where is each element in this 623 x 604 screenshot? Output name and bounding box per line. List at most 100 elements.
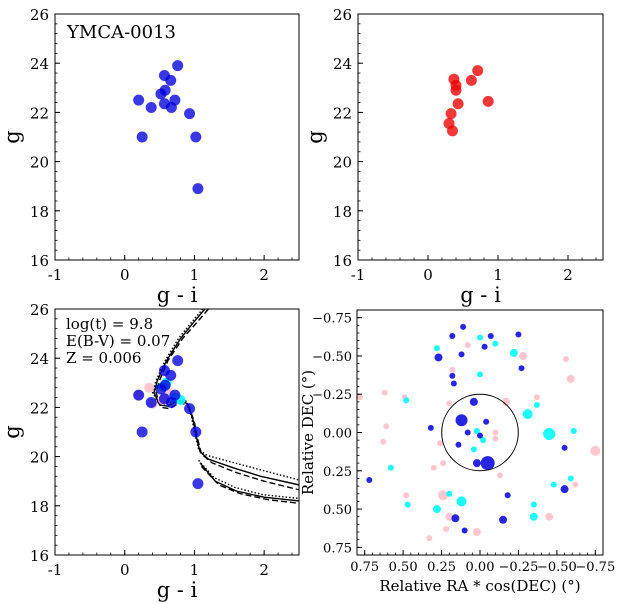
blue-sky-point	[560, 485, 569, 494]
blue-sky-point	[477, 432, 483, 439]
pink-sky-point	[502, 397, 511, 406]
sky-plot-area	[357, 323, 601, 542]
pink-sky-point	[445, 512, 454, 521]
y-tick-label: 16	[30, 252, 49, 270]
blue-star-point	[145, 396, 157, 408]
y-axis-label: g	[0, 425, 24, 438]
blue-star-point	[190, 131, 202, 143]
blue-star-point	[192, 478, 204, 490]
pink-sky-point	[492, 435, 499, 442]
pink-star-point	[144, 382, 155, 393]
pink-sky-point	[383, 423, 390, 430]
blue-sky-point	[449, 372, 456, 379]
cyan-sky-point	[432, 505, 441, 514]
cyan-sky-point	[433, 345, 440, 352]
pink-sky-point	[545, 512, 554, 521]
blue-star-point	[184, 108, 196, 120]
pink-sky-point	[403, 492, 410, 499]
cyan-sky-point	[550, 481, 557, 488]
blue-sky-point	[455, 414, 468, 427]
cyan-sky-point	[570, 427, 577, 434]
blue-sky-point	[561, 444, 568, 451]
blue-star-point	[169, 94, 181, 106]
pink-sky-point	[492, 429, 499, 436]
cyan-sky-point	[567, 475, 574, 482]
blue-sky-point	[451, 514, 460, 523]
cyan-sky-point	[522, 409, 533, 420]
blue-sky-point	[515, 331, 522, 338]
cyan-sky-point	[403, 397, 410, 404]
y-tick-label: 24	[30, 350, 49, 368]
pink-sky-point	[443, 525, 450, 532]
blue-star-point	[159, 84, 171, 96]
cyan-sky-point	[456, 496, 467, 507]
blue-sky-point	[481, 343, 488, 350]
cmd_blue-plot-area	[133, 60, 204, 195]
pink-sky-point	[572, 481, 579, 488]
blue-star-point	[136, 426, 148, 438]
blue-star-point	[136, 131, 148, 143]
cmd_iso-axes: 16 18 20 22 24 26 -1 0 1 2 g - i g log(t) = 9.8E(B-V…	[0, 301, 300, 602]
y-tick-label: 24	[333, 55, 352, 73]
pink-sky-point	[440, 460, 447, 467]
blue-star-point	[159, 379, 171, 391]
pink-sky-point	[566, 374, 575, 383]
pink-sky-point	[446, 400, 453, 407]
pink-sky-point	[496, 472, 503, 479]
blue-star-point	[145, 101, 157, 113]
red-star-point	[472, 65, 484, 77]
pink-sky-point	[381, 389, 388, 396]
cyan-sky-point	[473, 427, 480, 434]
pink-sky-point	[590, 445, 601, 456]
blue-sky-point	[461, 527, 468, 534]
y-axis-label: Relative DEC (°)	[299, 370, 317, 495]
plot-frame	[54, 308, 300, 556]
blue-sky-point	[464, 429, 471, 436]
cyan-sky-point	[480, 437, 487, 444]
y-tick-label: 22	[30, 104, 49, 122]
blue-star-point	[133, 94, 145, 106]
y-tick-label: 16	[333, 252, 352, 270]
isochrone-parameter-label: E(B-V) = 0.07	[66, 332, 170, 350]
plot-frame	[356, 309, 604, 556]
sky-axes: −0.75−0.50−0.250.000.250.500.750.75 0.50 0…	[299, 309, 615, 595]
x-tick-label: -1	[351, 266, 366, 284]
pink-sky-point	[472, 528, 481, 537]
red-star-point	[448, 73, 460, 85]
blue-star-point	[172, 355, 184, 367]
pink-sky-point	[426, 535, 433, 542]
blue-sky-point	[518, 365, 525, 372]
y-tick-label: 26	[30, 301, 49, 319]
blue-star-point	[158, 365, 170, 376]
cmd_red-plot-area	[443, 65, 494, 137]
pink-sky-point	[437, 440, 444, 447]
red-star-point	[445, 108, 457, 120]
y-tick-label: 0.25	[323, 465, 352, 480]
x-tick-label: 0.25	[427, 560, 456, 575]
cyan-sky-point	[530, 501, 537, 508]
plot-frame	[54, 13, 300, 261]
red-star-point	[452, 98, 464, 110]
blue-sky-point	[483, 418, 490, 425]
cyan-sky-point	[404, 501, 411, 508]
red-star-point	[465, 74, 477, 86]
y-tick-label: 22	[333, 104, 352, 122]
y-tick-label: 26	[30, 6, 49, 24]
cmd_iso-plot-area	[133, 309, 299, 504]
x-tick-label: −0.25	[499, 560, 539, 575]
isochrone-parameter-label: Z = 0.006	[66, 349, 141, 367]
cluster-name-label: YMCA-0013	[66, 22, 176, 43]
y-tick-label: −0.75	[312, 312, 352, 327]
blue-sky-point	[450, 380, 457, 387]
blue-sky-point	[434, 353, 443, 362]
blue-star-point	[158, 70, 170, 81]
x-axis-label: Relative RA * cos(DEC) (°)	[379, 577, 580, 595]
plot-frame	[357, 13, 604, 261]
pink-sky-point	[430, 464, 437, 471]
y-tick-label: 0.50	[323, 503, 352, 518]
x-tick-label: 1	[190, 266, 200, 284]
red-star-point	[443, 117, 455, 129]
x-tick-label: -1	[48, 266, 63, 284]
x-tick-label: 2	[259, 561, 269, 579]
